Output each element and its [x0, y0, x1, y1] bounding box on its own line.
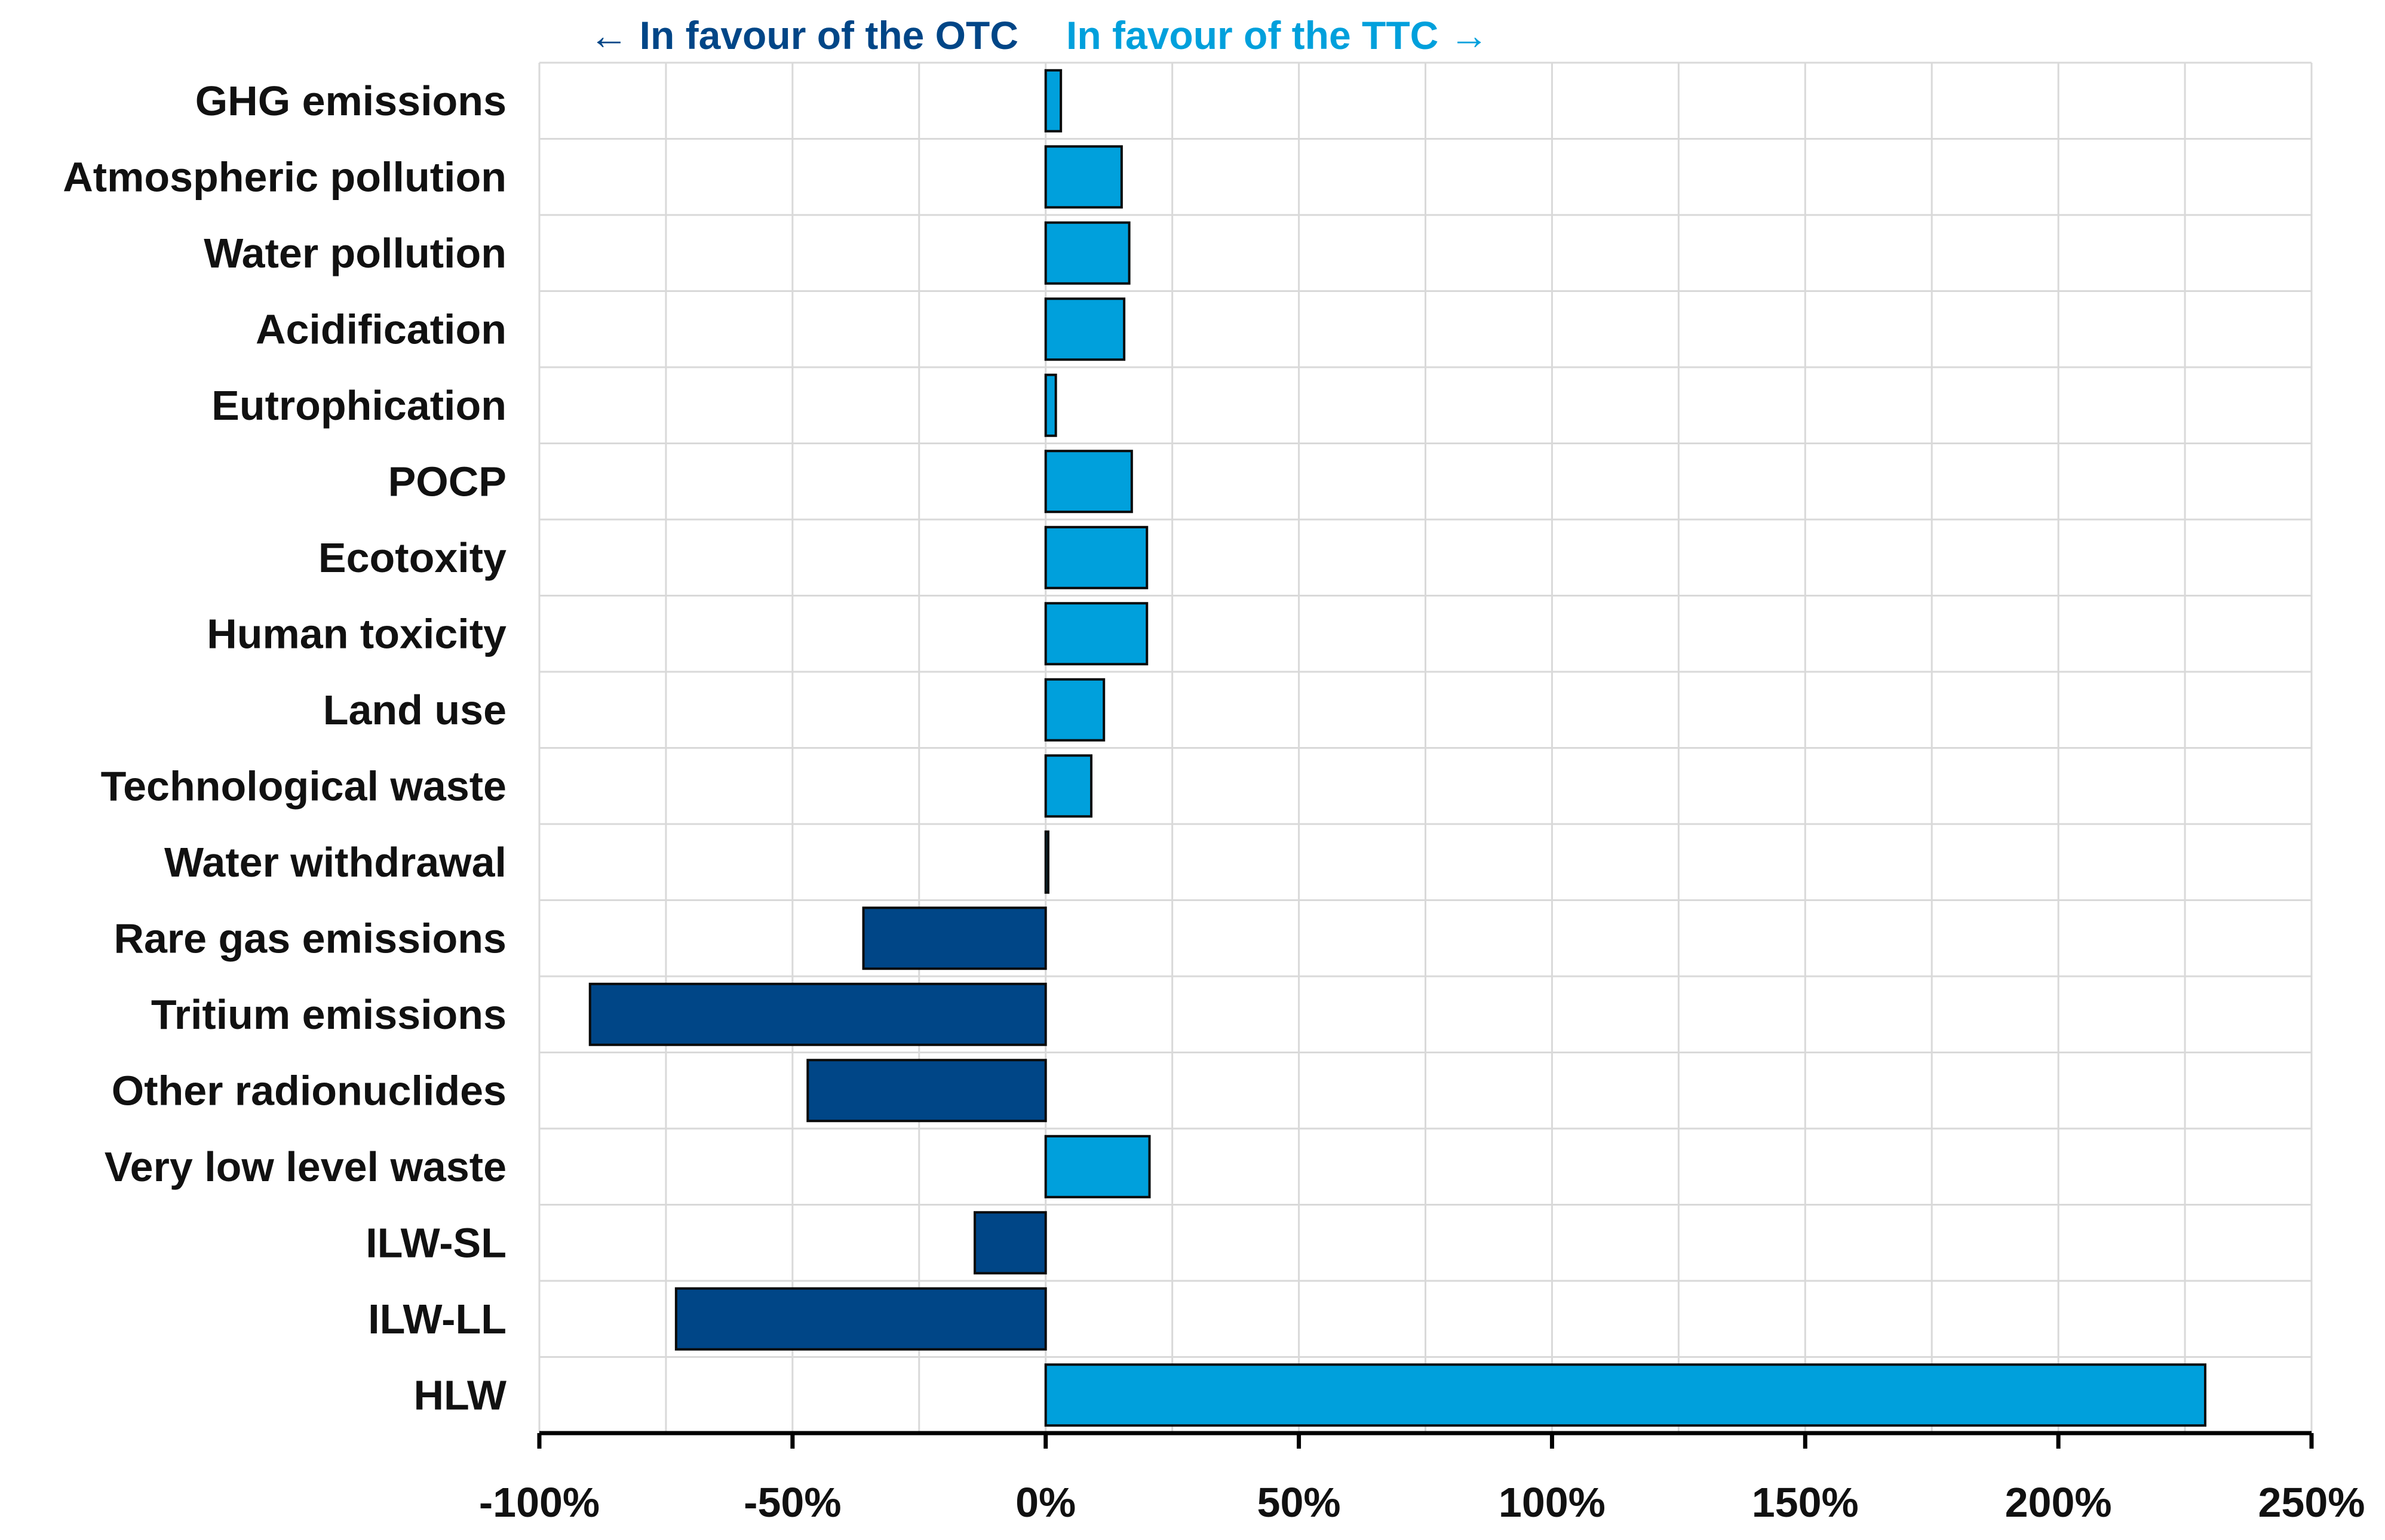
bar-water-withdrawal	[1044, 830, 1049, 894]
bar-very-low-level-waste	[1044, 1135, 1151, 1198]
category-label: Rare gas emissions	[113, 915, 507, 961]
bar-other-radionuclides	[806, 1059, 1047, 1123]
x-tick-label: 50%	[1257, 1479, 1341, 1526]
category-label: HLW	[413, 1372, 507, 1418]
category-label: GHG emissions	[195, 78, 507, 124]
category-label: ILW-LL	[368, 1296, 507, 1342]
grid-layer	[538, 62, 2313, 1434]
x-tick-label: 0%	[1015, 1479, 1076, 1526]
category-label: Acidification	[256, 306, 507, 352]
bar-ghg-emissions	[1044, 69, 1063, 133]
bar-water-pollution	[1044, 221, 1131, 285]
bar-eutrophication	[1044, 373, 1057, 437]
category-label: Water withdrawal	[164, 839, 507, 886]
category-label: Very low level waste	[105, 1144, 507, 1190]
category-label: Water pollution	[204, 230, 507, 276]
bar-technological-waste	[1044, 754, 1093, 818]
category-label: ILW-SL	[366, 1219, 507, 1266]
bar-pocp	[1044, 450, 1133, 514]
x-tick-label: -50%	[744, 1479, 841, 1526]
bar-rare-gas-emissions	[862, 906, 1047, 970]
bar-land-use	[1044, 678, 1106, 742]
category-label: Atmospheric pollution	[63, 153, 507, 200]
x-tick-label: -100%	[479, 1479, 600, 1526]
category-labels: GHG emissions Atmospheric pollution Water …	[63, 78, 507, 1419]
header-ttc-label: In favour of the TTC →	[1066, 13, 1489, 57]
bar-ilw-sl	[974, 1211, 1047, 1275]
bar-human-toxicity	[1044, 602, 1149, 666]
x-tick-label: 250%	[2258, 1479, 2365, 1526]
category-label: Other radionuclides	[112, 1067, 507, 1114]
x-tick-label: 100%	[1499, 1479, 1606, 1526]
category-label: Tritium emissions	[151, 991, 507, 1038]
bar-atmospheric-pollution	[1044, 145, 1123, 209]
category-label: Eutrophication	[211, 382, 507, 429]
header-labels: ← In favour of the OTC In favour of the …	[589, 13, 1488, 57]
x-tick-label: 200%	[2005, 1479, 2112, 1526]
category-label: POCP	[388, 458, 507, 505]
bar-tritium-emissions	[588, 982, 1047, 1046]
bar-acidification	[1044, 297, 1126, 361]
header-otc-label: ← In favour of the OTC	[589, 13, 1018, 57]
bar-ilw-ll	[674, 1287, 1047, 1351]
category-label: Technological waste	[101, 763, 507, 809]
bar-hlw	[1044, 1363, 2206, 1427]
bar-layer	[588, 69, 2206, 1427]
bar-ecotoxity	[1044, 525, 1149, 589]
category-label: Human toxicity	[207, 610, 507, 657]
category-label: Ecotoxity	[318, 534, 507, 581]
x-tick-label: 150%	[1752, 1479, 1859, 1526]
category-label: Land use	[323, 687, 507, 733]
axis-layer: -100% -50% 0% 50% 100% 150% 200% 250%	[479, 1431, 2365, 1526]
